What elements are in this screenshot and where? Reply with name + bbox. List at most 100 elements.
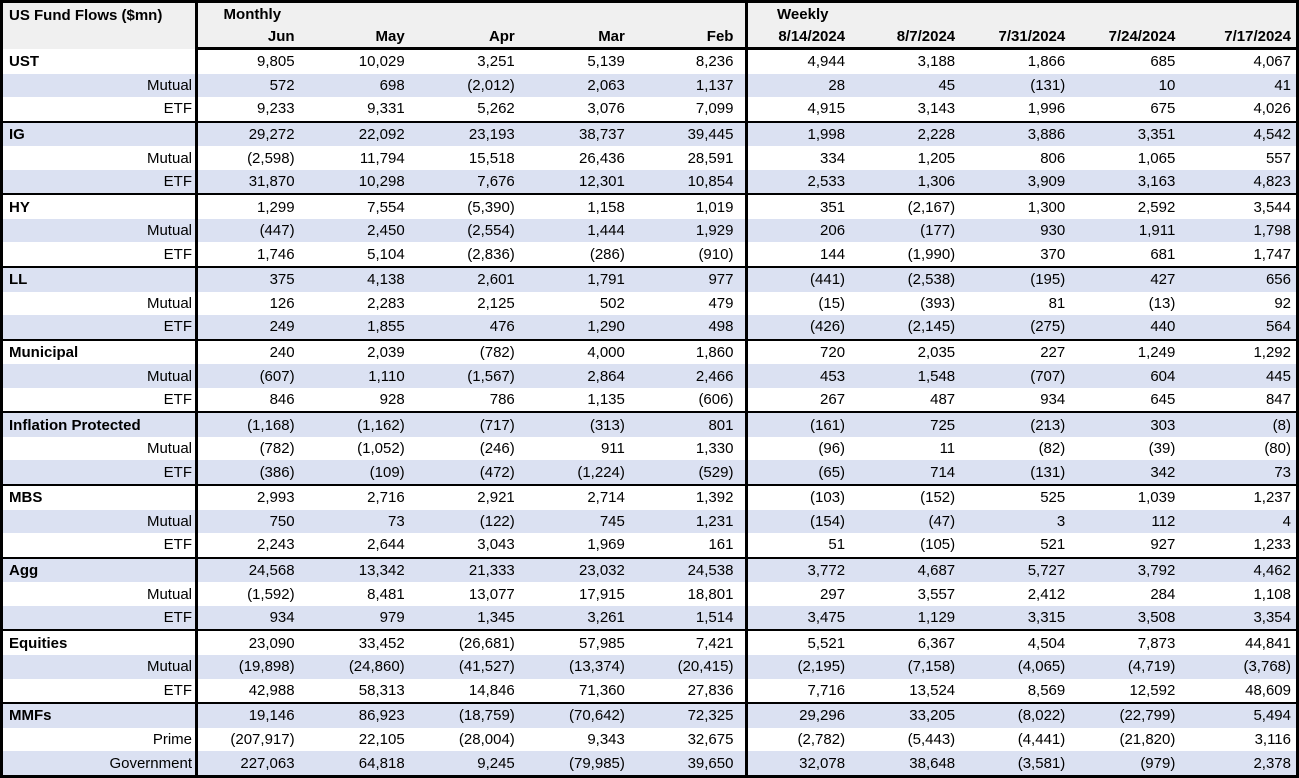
value-cell: 4,542 <box>1187 120 1298 147</box>
value-cell: 786 <box>489 391 515 409</box>
value-cell: 4,504 <box>967 629 1078 655</box>
value-cell: 1,237 <box>1187 484 1298 510</box>
value-cell: 1,860 <box>636 338 747 365</box>
sub-row: Mutual 572 698 (2,012) 2,063 1,137 28 45 (131) 10… <box>1 73 1298 98</box>
value-cell: (24,860) <box>306 654 417 679</box>
value-cell: (15) <box>745 291 858 316</box>
value-cell: 17,915 <box>578 585 625 603</box>
sub-row: Mutual 126 2,283 2,125 502 479 (15) (393) 81 (13)… <box>1 291 1298 316</box>
value-cell: 4,915 <box>745 97 858 122</box>
value-cell: 22,105 <box>358 730 405 748</box>
value-cell: 847 <box>1265 391 1291 409</box>
monthly-group-label: Monthly <box>196 1 307 26</box>
value-cell: 7,421 <box>636 629 747 655</box>
value-cell: (21,820) <box>1119 730 1176 748</box>
value-cell: (80) <box>1264 440 1291 458</box>
value-cell: 12,301 <box>526 169 637 195</box>
value-cell: 977 <box>636 266 747 292</box>
value-cell: 342 <box>1077 460 1188 486</box>
value-cell: 2,592 <box>1077 193 1188 219</box>
row-label: Mutual <box>1 218 198 243</box>
value-cell: (1,567) <box>416 364 527 388</box>
col-header-may: May <box>306 25 417 50</box>
sub-row: ETF 31,870 10,298 7,676 12,301 10,854 2,533 1,3… <box>1 169 1298 195</box>
value-cell: 6,367 <box>857 629 968 655</box>
value-cell: (207,917) <box>230 730 295 748</box>
value-cell: 1,205 <box>917 149 956 167</box>
value-cell: 4,462 <box>1187 556 1298 583</box>
value-cell: 698 <box>306 73 417 98</box>
value-cell: (28,004) <box>458 730 515 748</box>
value-cell: (105) <box>920 536 956 554</box>
value-cell: 725 <box>857 411 968 437</box>
col-header-week-2: 8/7/2024 <box>857 25 968 50</box>
sub-row: Mutual (447) 2,450 (2,554) 1,444 1,929 206 (177… <box>1 218 1298 243</box>
value-cell: 2,993 <box>196 484 307 510</box>
value-cell: 45 <box>857 73 968 98</box>
section-total-row: Municipal 240 2,039 (782) 4,000 1,860 720 2,035… <box>1 338 1298 365</box>
value-cell: 4,823 <box>1187 169 1298 195</box>
sub-row: Government 227,063 64,818 9,245 (79,985) 39,6… <box>1 751 1298 777</box>
value-cell: 2,644 <box>367 536 405 554</box>
value-cell: 7,099 <box>695 100 734 118</box>
value-cell: 42,988 <box>248 681 295 699</box>
value-cell: (152) <box>857 484 968 510</box>
value-cell: (213) <box>967 411 1078 437</box>
value-cell: 479 <box>708 294 734 312</box>
sub-row: ETF 9,233 9,331 5,262 3,076 7,099 4,915 3,143 1,… <box>1 97 1298 122</box>
value-cell: 934 <box>196 605 307 631</box>
value-cell: 927 <box>1150 536 1176 554</box>
section-label: Agg <box>1 556 198 583</box>
value-cell: (26,681) <box>416 629 527 655</box>
sub-row: Mutual (782) (1,052) (246) 911 1,330 (96) 11 (82… <box>1 436 1298 461</box>
value-cell: 4,944 <box>745 48 858 74</box>
section-label: UST <box>1 48 198 74</box>
value-cell: 112 <box>1077 509 1188 534</box>
value-cell: 2,864 <box>526 364 637 388</box>
value-cell: 5,494 <box>1187 702 1298 728</box>
value-cell: 10,298 <box>306 169 417 195</box>
value-cell: 604 <box>1077 364 1188 388</box>
section-total-row: HY 1,299 7,554 (5,390) 1,158 1,019 351 (2,167) 1… <box>1 193 1298 219</box>
row-label: Government <box>1 751 198 777</box>
value-cell: 3,886 <box>967 120 1078 147</box>
value-cell: 13,342 <box>306 556 417 583</box>
sub-row: Mutual (19,898) (24,860) (41,527) (13,374) (2… <box>1 654 1298 679</box>
value-cell: 86,923 <box>306 702 417 728</box>
value-cell: 126 <box>269 294 295 312</box>
value-cell: (1,052) <box>357 440 405 458</box>
value-cell: 1,299 <box>196 193 307 219</box>
value-cell: 928 <box>379 391 405 409</box>
value-cell: 5,262 <box>477 100 515 118</box>
value-cell: 3,315 <box>967 605 1078 631</box>
value-cell: (1,990) <box>907 245 956 263</box>
value-cell: 934 <box>1040 391 1066 409</box>
row-label: Mutual <box>1 291 198 316</box>
row-label: Prime <box>1 727 198 752</box>
col-header-week-1: 8/14/2024 <box>745 25 858 50</box>
section-label: Equities <box>1 629 198 655</box>
value-cell: 7,676 <box>416 169 527 195</box>
value-cell: 249 <box>196 315 307 340</box>
value-cell: (2,782) <box>745 727 858 752</box>
value-cell: 28 <box>745 73 858 98</box>
value-cell: (1,224) <box>526 460 637 486</box>
value-cell: 3,354 <box>1187 605 1298 631</box>
value-cell: 1,306 <box>857 169 968 195</box>
value-cell: 22,092 <box>306 120 417 147</box>
value-cell: 453 <box>745 364 858 388</box>
value-cell: (195) <box>967 266 1078 292</box>
value-cell: 656 <box>1187 266 1298 292</box>
value-cell: 44,841 <box>1187 629 1298 655</box>
value-cell: 1,233 <box>1253 536 1291 554</box>
value-cell: 1,019 <box>636 193 747 219</box>
value-cell: (4,441) <box>1017 730 1066 748</box>
value-cell: 351 <box>745 193 858 219</box>
section-label: MMFs <box>1 702 198 728</box>
col-header-apr: Apr <box>416 25 527 50</box>
section-total-row: Agg 24,568 13,342 21,333 23,032 24,538 3,772 4,… <box>1 556 1298 583</box>
section-total-row: MBS 2,993 2,716 2,921 2,714 1,392 (103) (152) 52… <box>1 484 1298 510</box>
value-cell: 23,032 <box>526 556 637 583</box>
value-cell: 2,378 <box>1187 751 1298 777</box>
